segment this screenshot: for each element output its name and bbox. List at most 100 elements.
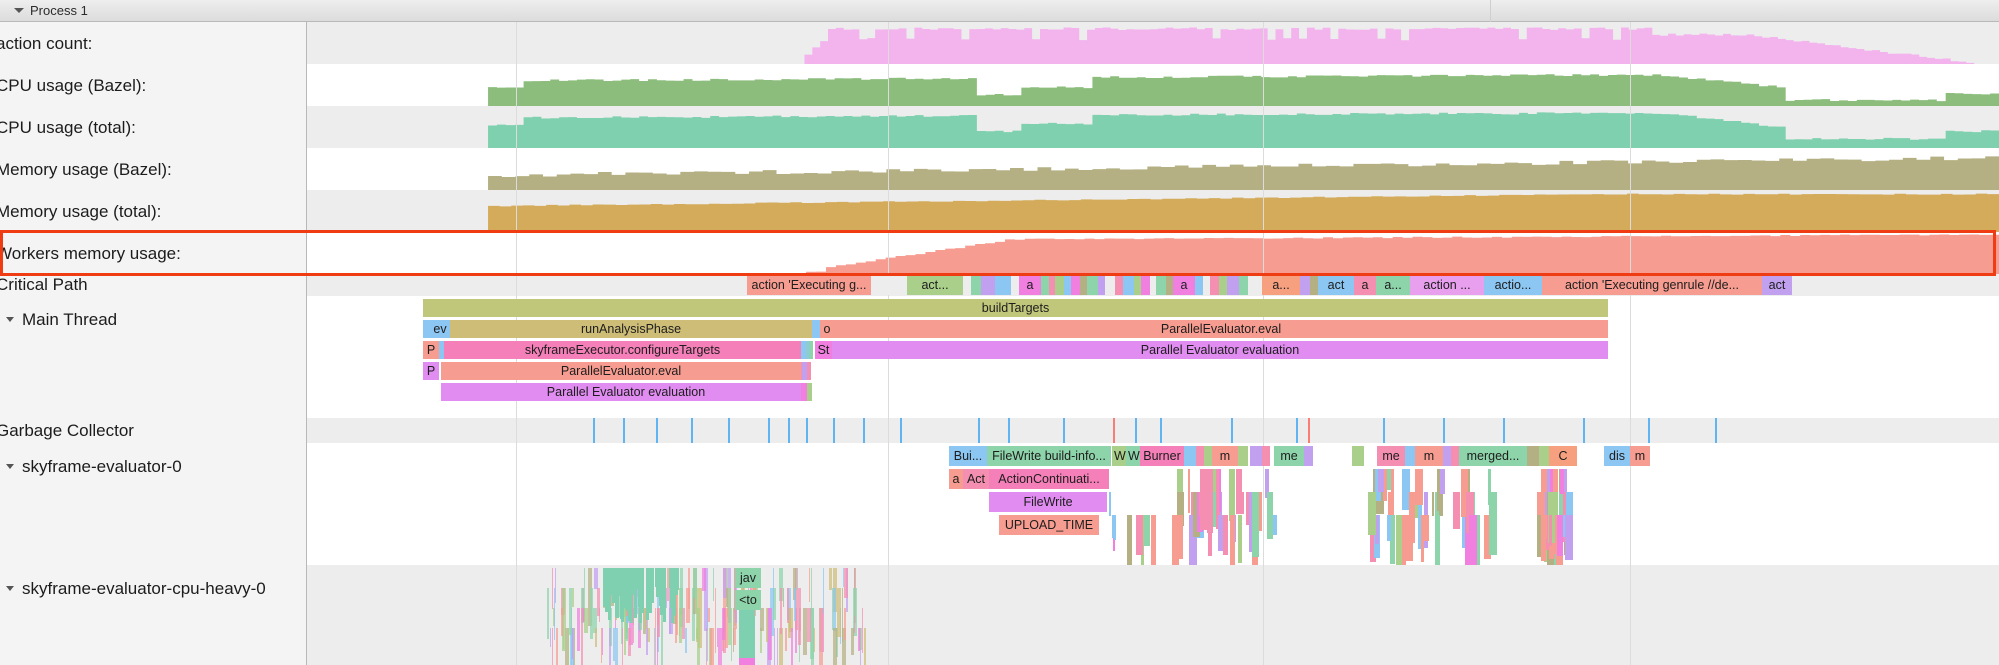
cpu-heavy-slice[interactable] xyxy=(836,628,838,657)
row-track[interactable] xyxy=(307,418,1999,443)
cpu-heavy-slice[interactable] xyxy=(833,588,836,631)
gc-tick[interactable] xyxy=(1648,418,1650,443)
row-track[interactable] xyxy=(307,106,1999,148)
cpu-heavy-slice[interactable] xyxy=(853,588,857,636)
cpu-heavy-slice[interactable] xyxy=(842,628,846,665)
cpu-heavy-slice[interactable] xyxy=(680,588,683,627)
skyframe-evaluator-slice[interactable] xyxy=(1218,515,1223,551)
cpu-heavy-slice[interactable] xyxy=(717,628,718,647)
cpu-heavy-slice[interactable] xyxy=(766,608,768,642)
cpu-heavy-slice[interactable] xyxy=(723,568,726,632)
main-thread-slice[interactable] xyxy=(808,362,811,380)
skyframe-evaluator-slice[interactable] xyxy=(1216,469,1220,529)
skyframe-evaluator-slice[interactable] xyxy=(1204,446,1212,466)
cpu-heavy-slice[interactable] xyxy=(651,568,654,585)
main-thread-slice[interactable]: Parallel Evaluator evaluation xyxy=(441,383,811,401)
skyframe-evaluator-slice[interactable] xyxy=(1461,469,1468,517)
critical-path-slice[interactable] xyxy=(1195,275,1203,295)
main-thread-slice[interactable] xyxy=(809,383,812,401)
cpu-heavy-slice[interactable] xyxy=(646,608,648,655)
main-thread-slice[interactable]: ev xyxy=(430,320,450,338)
cpu-heavy-slice[interactable] xyxy=(813,628,815,652)
row-track[interactable]: action 'Executing g... act... a a a... act a a.… xyxy=(307,274,1999,296)
skyframe-evaluator-slice[interactable] xyxy=(1352,446,1364,466)
cpu-heavy-slice[interactable] xyxy=(707,608,708,661)
cpu-heavy-slice[interactable] xyxy=(768,608,772,660)
skyframe-evaluator-slice[interactable] xyxy=(1109,492,1111,516)
critical-path-slice[interactable] xyxy=(963,275,971,295)
skyframe-evaluator-slice[interactable] xyxy=(1466,492,1474,533)
cpu-heavy-slice[interactable] xyxy=(673,608,677,624)
cpu-heavy-slice[interactable] xyxy=(832,588,833,630)
skyframe-evaluator-slice[interactable] xyxy=(1229,469,1235,521)
critical-path-slice[interactable] xyxy=(1080,275,1087,295)
cpu-heavy-slice[interactable] xyxy=(634,568,637,618)
cpu-heavy-slice[interactable] xyxy=(842,588,843,642)
skyframe-evaluator-slice[interactable] xyxy=(1265,469,1269,498)
critical-path-slice[interactable] xyxy=(1064,275,1071,295)
cpu-heavy-slice[interactable] xyxy=(599,608,600,622)
skyframe-evaluator-slice[interactable] xyxy=(1219,469,1221,512)
cpu-heavy-slice[interactable] xyxy=(554,588,555,640)
timeline-row-skyframe-evaluator-cpu-heavy-0[interactable]: skyframe-evaluator-cpu-heavy-0 jav <to xyxy=(0,565,1999,665)
cpu-heavy-slice[interactable] xyxy=(791,628,793,665)
row-track[interactable]: Bui... FileWrite build-info... W W Burner m me… xyxy=(307,443,1999,565)
cpu-heavy-slice[interactable] xyxy=(718,628,722,665)
skyframe-evaluator-slice[interactable] xyxy=(1560,469,1564,494)
cpu-heavy-slice[interactable] xyxy=(682,608,685,639)
gc-tick[interactable] xyxy=(1135,418,1137,443)
critical-path-slice[interactable]: act xyxy=(1762,275,1792,295)
skyframe-evaluator-slice[interactable] xyxy=(1269,515,1277,535)
cpu-heavy-slice[interactable] xyxy=(722,608,726,640)
gc-tick[interactable] xyxy=(1443,418,1445,443)
cpu-heavy-slice[interactable] xyxy=(552,568,553,609)
cpu-heavy-slice[interactable] xyxy=(618,588,621,617)
critical-path-slice[interactable] xyxy=(1248,275,1262,295)
cpu-heavy-slice[interactable] xyxy=(568,628,569,665)
critical-path-slice[interactable] xyxy=(1105,275,1115,295)
cpu-heavy-slice[interactable] xyxy=(670,568,673,608)
critical-path-slice[interactable] xyxy=(995,275,1011,295)
gc-tick[interactable] xyxy=(1308,418,1310,443)
skyframe-evaluator-slice[interactable] xyxy=(1373,469,1375,511)
skyframe-evaluator-slice[interactable] xyxy=(1250,446,1262,466)
cpu-heavy-slice[interactable]: <to xyxy=(735,590,761,610)
cpu-heavy-slice[interactable] xyxy=(783,588,784,607)
gc-tick[interactable] xyxy=(656,418,658,443)
critical-path-slice[interactable] xyxy=(1166,275,1173,295)
gc-tick[interactable] xyxy=(1160,418,1162,443)
skyframe-evaluator-slice[interactable] xyxy=(1465,515,1469,565)
cpu-heavy-slice[interactable] xyxy=(561,608,563,636)
cpu-heavy-slice[interactable] xyxy=(657,628,658,665)
cpu-heavy-slice[interactable] xyxy=(661,568,664,609)
skyframe-evaluator-slice[interactable] xyxy=(1112,515,1114,538)
triangle-down-icon[interactable] xyxy=(6,464,14,469)
main-thread-slice[interactable]: buildTargets xyxy=(423,299,1608,317)
critical-path-slice[interactable]: actio... xyxy=(1484,275,1542,295)
skyframe-evaluator-slice[interactable] xyxy=(1208,515,1212,556)
skyframe-evaluator-slice[interactable] xyxy=(1489,492,1497,555)
cpu-heavy-slice[interactable] xyxy=(693,568,697,598)
critical-path-slice[interactable] xyxy=(1219,275,1227,295)
cpu-heavy-slice[interactable] xyxy=(697,608,700,665)
critical-path-slice[interactable]: a... xyxy=(1262,275,1300,295)
triangle-down-icon[interactable] xyxy=(6,317,14,322)
skyframe-evaluator-slice[interactable] xyxy=(1177,469,1183,513)
cpu-heavy-slice[interactable] xyxy=(837,588,841,637)
cpu-heavy-slice[interactable] xyxy=(615,628,618,665)
row-track[interactable] xyxy=(307,22,1999,64)
main-thread-slice[interactable]: ParallelEvaluator.eval xyxy=(441,362,801,380)
skyframe-evaluator-slice[interactable] xyxy=(1437,469,1442,511)
timeline-row-action-count[interactable]: action count: xyxy=(0,22,1999,64)
skyframe-evaluator-slice[interactable] xyxy=(1236,469,1242,504)
critical-path-slice[interactable] xyxy=(1227,275,1239,295)
cpu-heavy-slice[interactable] xyxy=(723,568,727,598)
skyframe-evaluator-slice[interactable] xyxy=(1541,515,1546,561)
skyframe-evaluator-slice[interactable]: m xyxy=(1212,446,1238,466)
cpu-heavy-slice[interactable] xyxy=(794,588,796,621)
cpu-heavy-slice[interactable] xyxy=(633,608,634,625)
cpu-heavy-slice[interactable] xyxy=(572,628,573,659)
critical-path-slice[interactable] xyxy=(1055,275,1064,295)
gc-tick[interactable] xyxy=(1503,418,1505,443)
cpu-heavy-slice[interactable] xyxy=(571,608,572,665)
